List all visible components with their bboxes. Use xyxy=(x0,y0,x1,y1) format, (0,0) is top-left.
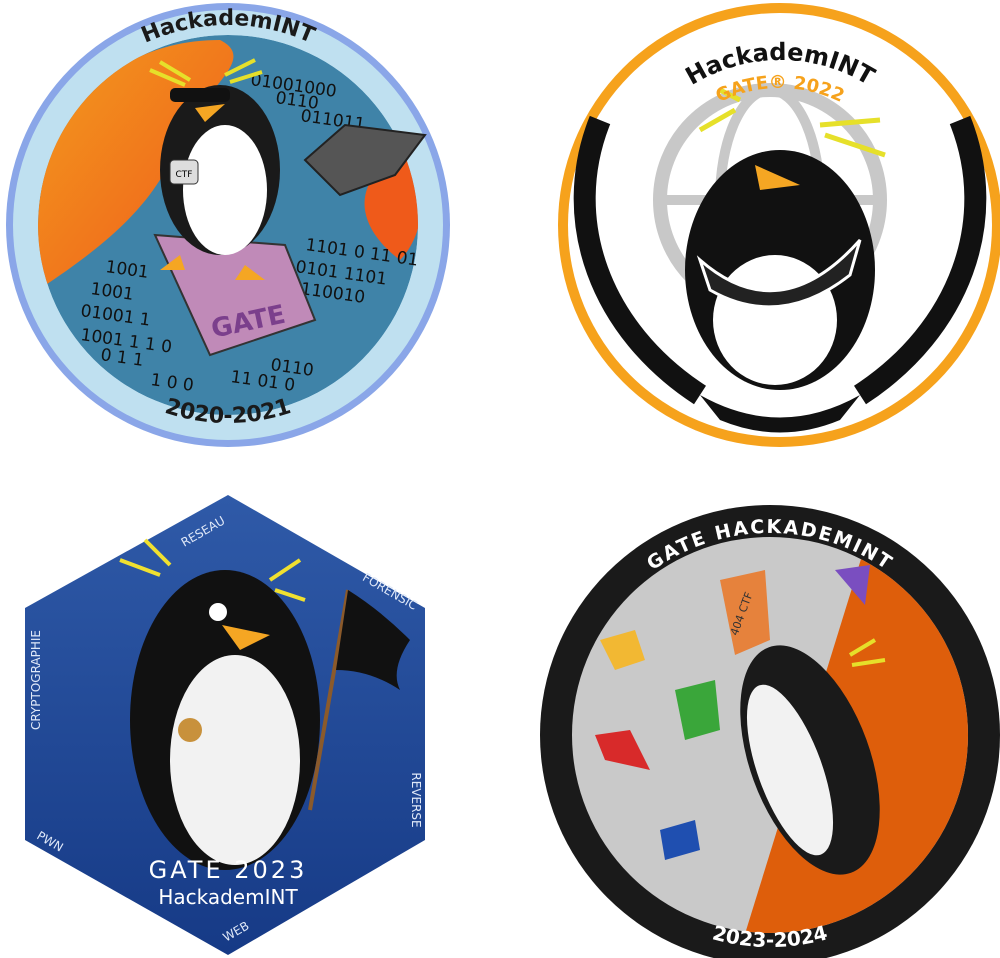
sunglasses xyxy=(170,88,230,102)
badge-title: GATE 2023 xyxy=(149,856,308,884)
laptop xyxy=(303,123,427,197)
cookie xyxy=(178,718,202,742)
eye xyxy=(209,603,227,621)
hold xyxy=(675,680,720,740)
lock-label: CTF xyxy=(176,170,193,180)
beak xyxy=(222,625,270,650)
penguin-belly xyxy=(746,684,834,856)
flagpole xyxy=(308,589,350,811)
badge-subtitle: HackademINT xyxy=(158,885,298,909)
edge-label: CRYPTOGRAPHIE xyxy=(29,630,43,730)
badge-2023: RESEAU FORENSIC CRYPTOGRAPHIE REVERSE PW… xyxy=(25,495,425,955)
crest xyxy=(848,638,886,667)
lock xyxy=(169,159,199,185)
arms xyxy=(696,239,862,309)
hold xyxy=(600,630,645,670)
hold xyxy=(835,565,870,605)
hold xyxy=(595,730,650,770)
penguin-belly xyxy=(170,655,300,865)
crest xyxy=(149,58,263,87)
crest xyxy=(698,87,886,158)
crest xyxy=(119,538,306,602)
laurel xyxy=(700,395,860,433)
edge-label: REVERSE xyxy=(409,772,423,827)
penguin-belly xyxy=(183,125,267,255)
hold xyxy=(660,820,700,860)
feet xyxy=(160,255,265,280)
beak xyxy=(755,165,800,190)
beak xyxy=(195,104,225,122)
badge-2024: 404 CTF GATE HACKADEMINT 2023-2024 xyxy=(540,505,1000,958)
badge-2022: HackademINT GATE® 2022 xyxy=(558,3,1000,447)
laurel xyxy=(573,115,987,405)
hold xyxy=(720,570,770,655)
flag xyxy=(336,590,410,690)
